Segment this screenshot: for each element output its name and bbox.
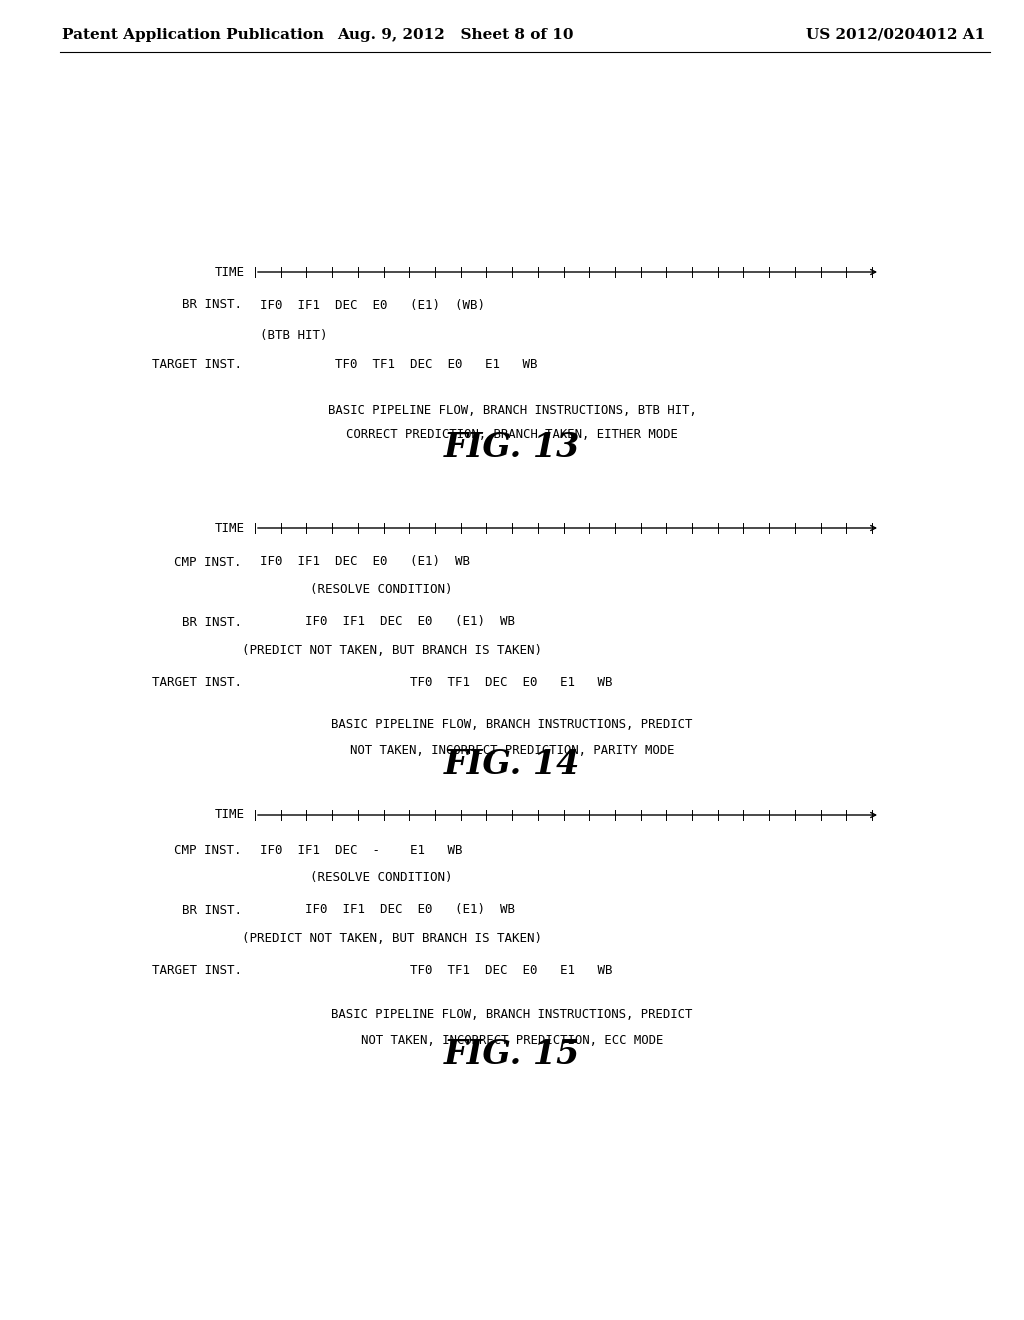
- Text: BR INST.: BR INST.: [182, 298, 242, 312]
- Text: IF0  IF1  DEC  E0   (E1)  (WB): IF0 IF1 DEC E0 (E1) (WB): [260, 298, 485, 312]
- Text: Aug. 9, 2012   Sheet 8 of 10: Aug. 9, 2012 Sheet 8 of 10: [337, 28, 573, 42]
- Text: TARGET INST.: TARGET INST.: [152, 359, 242, 371]
- Text: TF0  TF1  DEC  E0   E1   WB: TF0 TF1 DEC E0 E1 WB: [410, 964, 612, 977]
- Text: TIME: TIME: [215, 265, 245, 279]
- Text: TARGET INST.: TARGET INST.: [152, 964, 242, 977]
- Text: FIG. 15: FIG. 15: [443, 1039, 581, 1072]
- Text: (RESOLVE CONDITION): (RESOLVE CONDITION): [310, 871, 453, 884]
- Text: IF0  IF1  DEC  E0   (E1)  WB: IF0 IF1 DEC E0 (E1) WB: [305, 903, 515, 916]
- Text: CMP INST.: CMP INST.: [174, 843, 242, 857]
- Text: TIME: TIME: [215, 808, 245, 821]
- Text: BASIC PIPELINE FLOW, BRANCH INSTRUCTIONS, PREDICT: BASIC PIPELINE FLOW, BRANCH INSTRUCTIONS…: [332, 718, 692, 731]
- Text: BR INST.: BR INST.: [182, 615, 242, 628]
- Text: US 2012/0204012 A1: US 2012/0204012 A1: [806, 28, 985, 42]
- Text: TF0  TF1  DEC  E0   E1   WB: TF0 TF1 DEC E0 E1 WB: [410, 676, 612, 689]
- Text: (RESOLVE CONDITION): (RESOLVE CONDITION): [310, 583, 453, 597]
- Text: TF0  TF1  DEC  E0   E1   WB: TF0 TF1 DEC E0 E1 WB: [335, 359, 538, 371]
- Text: TIME: TIME: [215, 521, 245, 535]
- Text: TARGET INST.: TARGET INST.: [152, 676, 242, 689]
- Text: Patent Application Publication: Patent Application Publication: [62, 28, 324, 42]
- Text: BASIC PIPELINE FLOW, BRANCH INSTRUCTIONS, PREDICT: BASIC PIPELINE FLOW, BRANCH INSTRUCTIONS…: [332, 1008, 692, 1022]
- Text: CMP INST.: CMP INST.: [174, 556, 242, 569]
- Text: IF0  IF1  DEC  E0   (E1)  WB: IF0 IF1 DEC E0 (E1) WB: [305, 615, 515, 628]
- Text: BR INST.: BR INST.: [182, 903, 242, 916]
- Text: FIG. 13: FIG. 13: [443, 432, 581, 465]
- Text: (BTB HIT): (BTB HIT): [260, 329, 328, 342]
- Text: (PREDICT NOT TAKEN, BUT BRANCH IS TAKEN): (PREDICT NOT TAKEN, BUT BRANCH IS TAKEN): [242, 932, 542, 945]
- Text: BASIC PIPELINE FLOW, BRANCH INSTRUCTIONS, BTB HIT,: BASIC PIPELINE FLOW, BRANCH INSTRUCTIONS…: [328, 404, 696, 417]
- Text: IF0  IF1  DEC  -    E1   WB: IF0 IF1 DEC - E1 WB: [260, 843, 463, 857]
- Text: FIG. 14: FIG. 14: [443, 748, 581, 781]
- Text: IF0  IF1  DEC  E0   (E1)  WB: IF0 IF1 DEC E0 (E1) WB: [260, 556, 470, 569]
- Text: (PREDICT NOT TAKEN, BUT BRANCH IS TAKEN): (PREDICT NOT TAKEN, BUT BRANCH IS TAKEN): [242, 644, 542, 656]
- Text: NOT TAKEN, INCORRECT PREDICTION, ECC MODE: NOT TAKEN, INCORRECT PREDICTION, ECC MOD…: [360, 1034, 664, 1047]
- Text: CORRECT PREDICTION, BRANCH TAKEN, EITHER MODE: CORRECT PREDICTION, BRANCH TAKEN, EITHER…: [346, 429, 678, 441]
- Text: NOT TAKEN, INCORRECT PREDICTION, PARITY MODE: NOT TAKEN, INCORRECT PREDICTION, PARITY …: [350, 743, 674, 756]
